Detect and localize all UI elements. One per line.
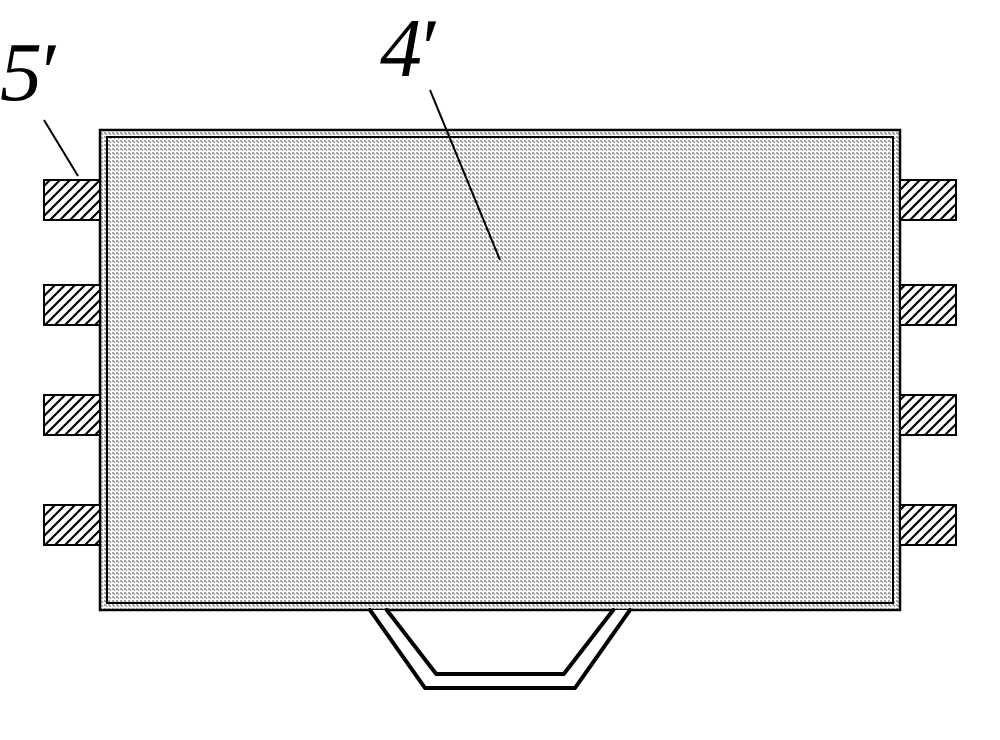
diagram-svg (0, 0, 1000, 740)
diagram-canvas: 4′ 5′ (0, 0, 1000, 740)
